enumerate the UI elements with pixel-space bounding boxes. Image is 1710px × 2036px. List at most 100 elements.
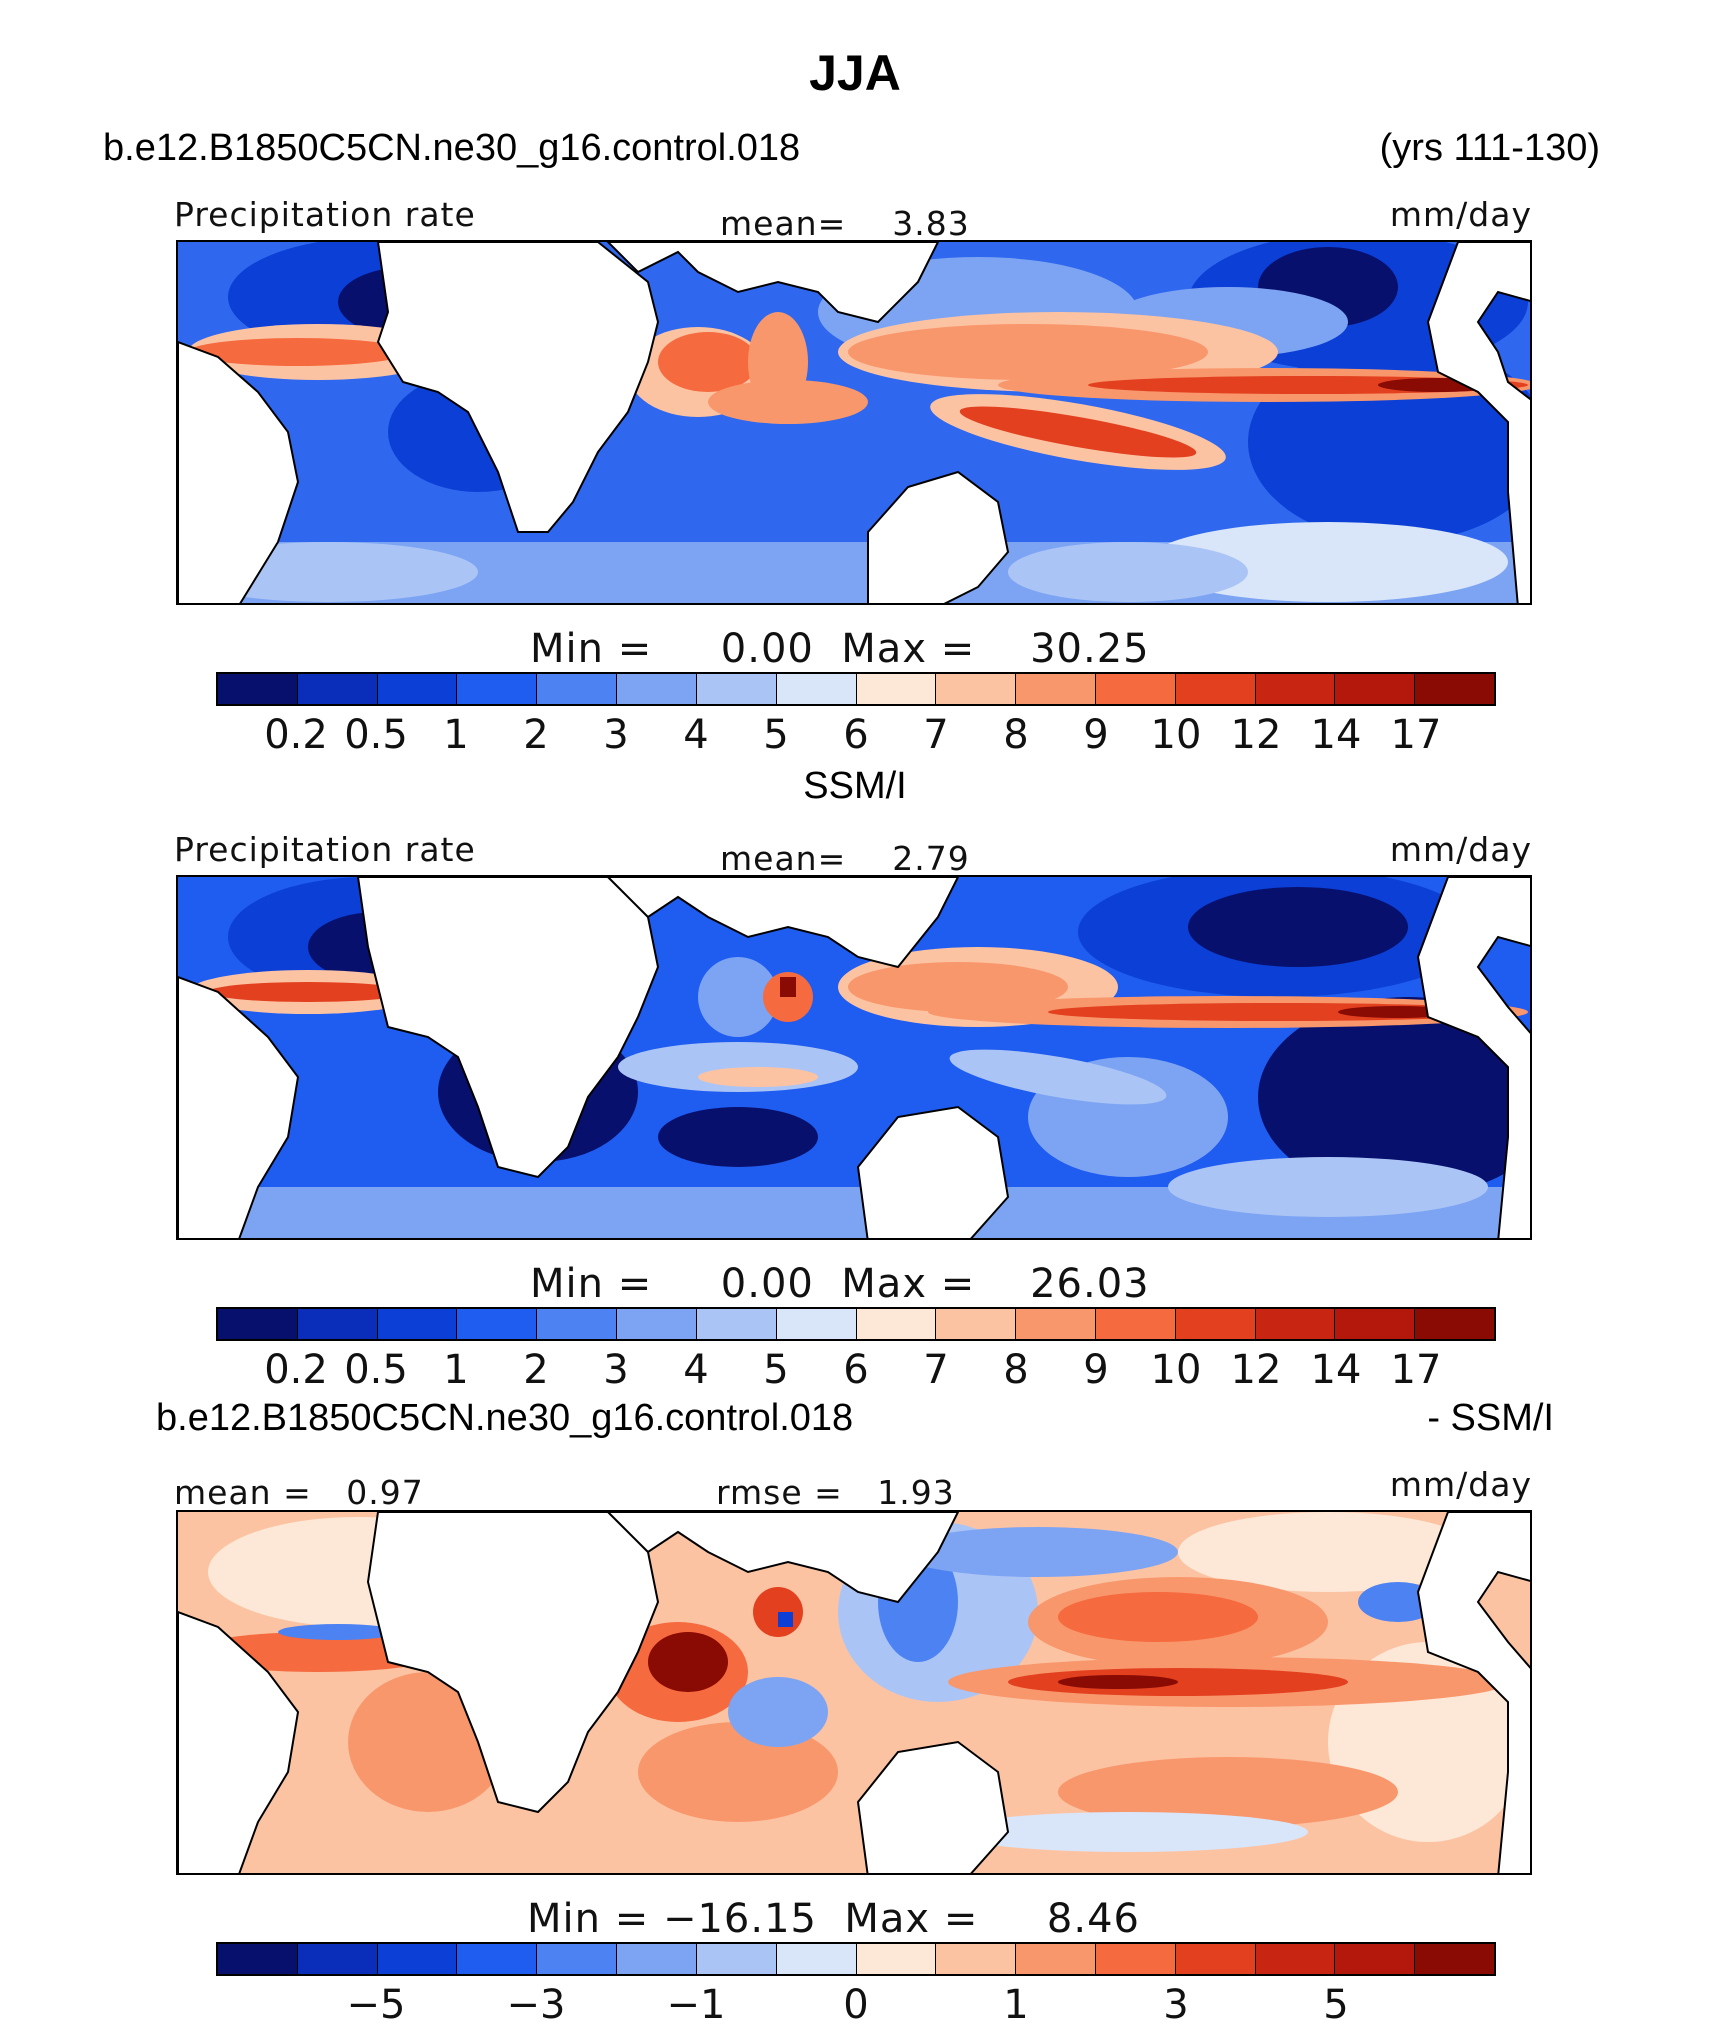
colorbar-tick-label: 3 (603, 1347, 629, 1393)
colorbar-tick-label: 8 (1003, 1347, 1029, 1393)
colorbar-swatch (377, 1309, 458, 1339)
years-label: (yrs 111-130) (1379, 127, 1600, 169)
colorbar-tick-label: 6 (843, 1347, 869, 1393)
colorbar-swatch (1175, 674, 1256, 704)
colorbar-tick-label: 4 (683, 1347, 709, 1393)
panel1-mean-label: mean= 3.83 (720, 204, 970, 243)
colorbar-tick-label: 9 (1083, 712, 1109, 758)
panel3-map (176, 1510, 1532, 1875)
panel2-min-max: Min = 0.00 Max = 26.03 (530, 1261, 1150, 1307)
colorbar-tick-label: 10 (1150, 712, 1202, 758)
colorbar-swatch (1335, 1309, 1416, 1339)
colorbar-tick-label: 8 (1003, 712, 1029, 758)
colorbar-tick-label: 9 (1083, 1347, 1109, 1393)
panel3-mean-label: mean = 0.97 (174, 1473, 424, 1512)
colorbar-tick-label: 2 (523, 712, 549, 758)
colorbar-swatch (936, 674, 1017, 704)
colorbar-tick-label: 0.5 (344, 1347, 408, 1393)
colorbar-swatch (856, 674, 937, 704)
panel3-rmse-label: rmse = 1.93 (716, 1473, 955, 1512)
colorbar-swatch (696, 674, 777, 704)
panel2-mean-value: 2.79 (892, 839, 970, 878)
panel1-variable-label: Precipitation rate (174, 195, 476, 234)
colorbar-tick-label: −3 (506, 1982, 566, 2028)
colorbar-tick-label: 1 (443, 1347, 469, 1393)
colorbar-swatch (377, 674, 458, 704)
panel1-map (176, 240, 1532, 605)
colorbar-swatch (297, 1944, 378, 1974)
colorbar-swatch (297, 674, 378, 704)
colorbar-tick-label: 4 (683, 712, 709, 758)
panel3-colorbar (216, 1942, 1496, 1976)
colorbar-tick-label: 12 (1230, 1347, 1282, 1393)
colorbar-tick-label: 17 (1390, 712, 1442, 758)
diff-suffix: - SSM/I (1427, 1397, 1554, 1439)
panel2-map (176, 875, 1532, 1240)
colorbar-tick-label: 5 (763, 1347, 789, 1393)
colorbar-swatch (776, 1309, 857, 1339)
colorbar-swatch (1255, 1944, 1336, 1974)
colorbar-swatch (936, 1944, 1017, 1974)
colorbar-swatch (856, 1944, 937, 1974)
panel2-mean-label: mean= 2.79 (720, 839, 970, 878)
panel1-mean-value: 3.83 (892, 204, 970, 243)
panel1-units: mm/day (1389, 195, 1532, 234)
colorbar-swatch (537, 674, 618, 704)
panel3-units: mm/day (1389, 1465, 1532, 1504)
colorbar-swatch (696, 1309, 777, 1339)
colorbar-tick-label: 5 (763, 712, 789, 758)
colorbar-tick-label: 0.2 (264, 1347, 328, 1393)
colorbar-swatch (1415, 674, 1494, 704)
panel2-units: mm/day (1389, 830, 1532, 869)
colorbar-swatch (617, 674, 697, 704)
colorbar-swatch (457, 674, 538, 704)
colorbar-tick-label: 17 (1390, 1347, 1442, 1393)
colorbar-swatch (696, 1944, 777, 1974)
panel1-min-max: Min = 0.00 Max = 30.25 (530, 626, 1150, 672)
colorbar-tick-label: 7 (923, 1347, 949, 1393)
panel1-colorbar (216, 672, 1496, 706)
colorbar-swatch (1095, 1309, 1176, 1339)
panel3-min-max: Min = −16.15 Max = 8.46 (527, 1896, 1140, 1942)
colorbar-swatch (1016, 1309, 1096, 1339)
colorbar-swatch (1016, 674, 1096, 704)
colorbar-swatch (457, 1309, 538, 1339)
colorbar-tick-label: 6 (843, 712, 869, 758)
colorbar-tick-label: 0.5 (344, 712, 408, 758)
colorbar-swatch (1335, 674, 1416, 704)
colorbar-tick-label: −1 (666, 1982, 726, 2028)
colorbar-swatch (1415, 1944, 1494, 1974)
colorbar-swatch (1095, 674, 1176, 704)
colorbar-tick-label: −5 (346, 1982, 406, 2028)
colorbar-tick-label: 2 (523, 1347, 549, 1393)
colorbar-swatch (457, 1944, 538, 1974)
colorbar-tick-label: 3 (1163, 1982, 1189, 2028)
colorbar-swatch (218, 1944, 298, 1974)
colorbar-swatch (1016, 1944, 1096, 1974)
colorbar-swatch (617, 1309, 697, 1339)
colorbar-tick-label: 1 (443, 712, 469, 758)
colorbar-tick-label: 1 (1003, 1982, 1029, 2028)
colorbar-tick-label: 14 (1310, 712, 1362, 758)
colorbar-swatch (1175, 1944, 1256, 1974)
panel3-mean-value: 0.97 (346, 1473, 424, 1512)
colorbar-tick-label: 12 (1230, 712, 1282, 758)
colorbar-swatch (1415, 1309, 1494, 1339)
panel2-colorbar (216, 1307, 1496, 1341)
colorbar-swatch (537, 1944, 618, 1974)
panel2-variable-label: Precipitation rate (174, 830, 476, 869)
colorbar-tick-label: 0.2 (264, 712, 328, 758)
colorbar-swatch (617, 1944, 697, 1974)
colorbar-swatch (1255, 1309, 1336, 1339)
colorbar-tick-label: 7 (923, 712, 949, 758)
case-name: b.e12.B1850C5CN.ne30_g16.control.018 (103, 127, 801, 169)
figure-title: JJA (809, 45, 901, 101)
colorbar-swatch (1095, 1944, 1176, 1974)
colorbar-swatch (776, 674, 857, 704)
colorbar-swatch (377, 1944, 458, 1974)
colorbar-swatch (218, 1309, 298, 1339)
colorbar-swatch (297, 1309, 378, 1339)
colorbar-swatch (537, 1309, 618, 1339)
obs-title: SSM/I (803, 765, 907, 807)
colorbar-swatch (1175, 1309, 1256, 1339)
